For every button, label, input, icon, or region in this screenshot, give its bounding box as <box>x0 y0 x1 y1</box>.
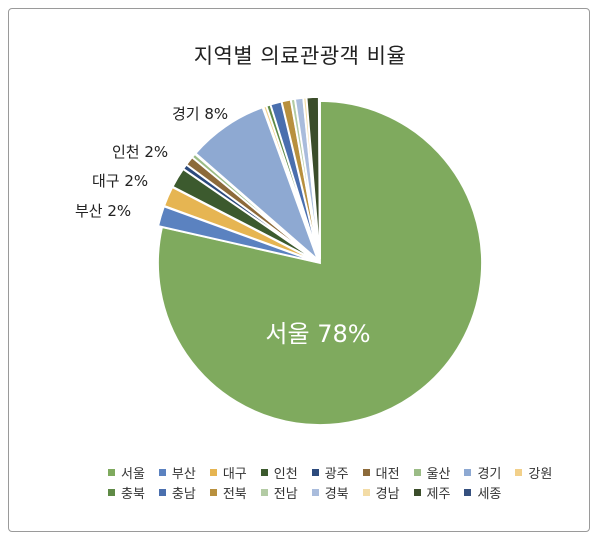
legend-swatch <box>464 488 472 496</box>
legend-label: 전북 <box>222 486 247 502</box>
legend-label: 충남 <box>171 486 196 502</box>
legend-label: 세종 <box>477 486 502 502</box>
legend-swatch <box>311 488 319 496</box>
legend-label: 강원 <box>528 466 553 482</box>
legend-item: 부산 <box>158 463 196 482</box>
legend-item: 충남 <box>158 483 196 502</box>
legend-swatch <box>413 488 421 496</box>
legend-item: 광주 <box>311 463 349 482</box>
data-label: 경기 8% <box>172 105 228 123</box>
legend-item: 경기 <box>464 463 501 482</box>
pie-slice <box>190 152 318 262</box>
legend-label: 경북 <box>324 486 349 502</box>
legend-label: 광주 <box>324 466 349 482</box>
legend-item: 인천 <box>260 463 298 482</box>
legend-item: 제주 <box>413 483 451 502</box>
legend-swatch <box>108 488 115 496</box>
legend-label: 경기 <box>477 466 502 482</box>
legend-swatch <box>209 468 217 476</box>
legend-item: 울산 <box>413 463 451 482</box>
legend-swatch <box>108 468 115 476</box>
pie-slice <box>318 96 321 260</box>
legend-item: 경북 <box>311 483 349 502</box>
legend-item: 세종 <box>464 483 501 502</box>
legend-item: 강원 <box>515 463 552 482</box>
legend-item: 대구 <box>209 463 247 482</box>
data-label: 대구 2% <box>92 172 148 190</box>
legend-swatch <box>260 488 268 496</box>
legend-swatch <box>311 468 319 476</box>
data-label: 인천 2% <box>112 143 168 161</box>
legend-item: 전남 <box>260 483 298 502</box>
legend-label: 인천 <box>273 466 298 482</box>
legend-label: 울산 <box>426 466 451 482</box>
legend-label: 경남 <box>375 486 400 502</box>
legend-label: 충북 <box>121 486 145 502</box>
legend-label: 전남 <box>273 486 298 502</box>
legend-label: 부산 <box>171 466 196 482</box>
legend-swatch <box>362 468 370 476</box>
data-label: 부산 2% <box>75 202 131 220</box>
legend-swatch <box>464 468 472 476</box>
legend-swatch <box>515 468 523 476</box>
legend-row: 서울 부산 대구 인천 광주 대전 울산 경기 강원 <box>108 462 552 482</box>
legend-swatch <box>260 468 268 476</box>
legend-label: 제주 <box>426 486 451 502</box>
legend-row: 충북 충남 전북 전남 경북 경남 제주 세종 <box>108 482 548 502</box>
legend-label: 대전 <box>375 466 400 482</box>
legend-swatch <box>413 468 421 476</box>
pie-slice <box>194 106 320 263</box>
legend-swatch <box>158 468 166 476</box>
legend-item: 충북 <box>108 483 145 502</box>
chart-title: 지역별 의료관광객 비율 <box>193 44 407 68</box>
legend-label: 서울 <box>121 466 145 482</box>
legend-swatch <box>158 488 166 496</box>
data-label: 서울 78% <box>265 320 370 348</box>
legend-swatch <box>209 488 217 496</box>
legend-item: 서울 <box>108 463 145 482</box>
pie-slice <box>157 100 483 426</box>
legend-swatch <box>362 488 370 496</box>
legend-item: 경남 <box>362 483 400 502</box>
legend-label: 대구 <box>222 466 247 482</box>
legend-item: 전북 <box>209 483 247 502</box>
legend-item: 대전 <box>362 463 400 482</box>
